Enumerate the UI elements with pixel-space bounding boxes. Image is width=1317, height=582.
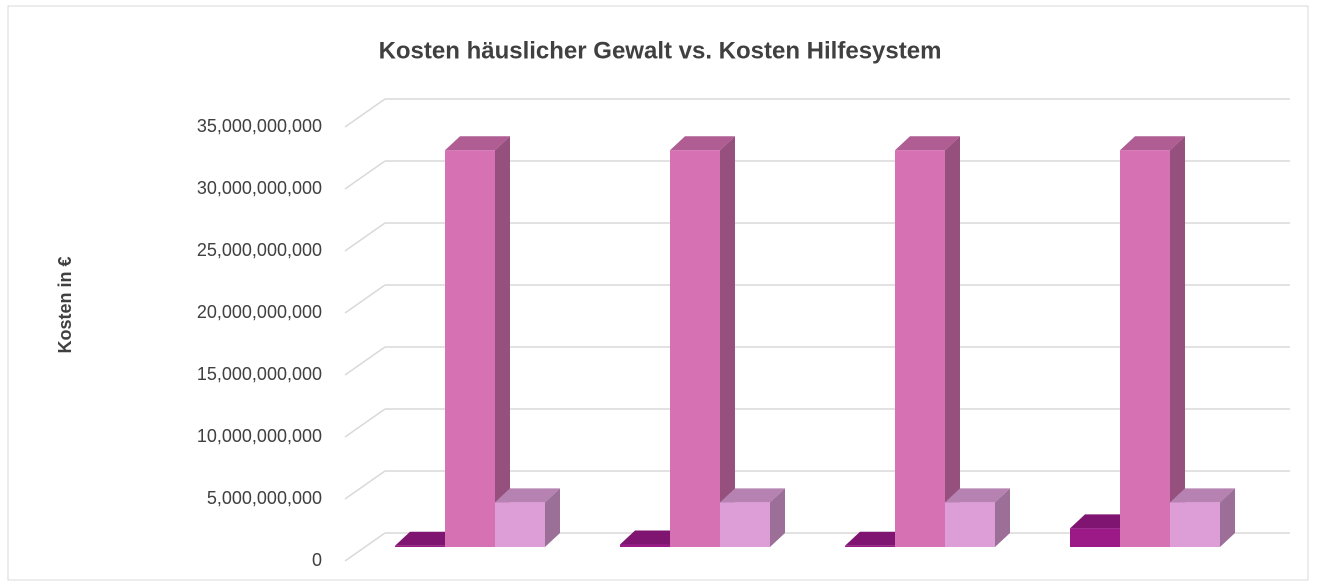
y-tick-label: 20,000,000,000 (197, 302, 322, 322)
chart-title: Kosten häuslicher Gewalt vs. Kosten Hilf… (379, 37, 942, 64)
bar-front (670, 150, 720, 547)
y-axis-label: Kosten in € (55, 256, 75, 353)
bar-side (495, 136, 510, 547)
bar-top (670, 136, 735, 151)
grid-line (344, 408, 386, 438)
grid-line (344, 160, 386, 190)
bar-side (545, 488, 560, 547)
grid-line (344, 98, 386, 128)
bar (1120, 136, 1185, 547)
bar (720, 488, 785, 547)
bar (445, 136, 510, 547)
bar-top (445, 136, 510, 151)
grid-line (344, 346, 386, 376)
bar (1170, 488, 1235, 547)
bar-front (1120, 150, 1170, 547)
y-tick-label: 10,000,000,000 (197, 426, 322, 446)
bar-top (1120, 136, 1185, 151)
bar-top (945, 488, 1010, 503)
bar (670, 136, 735, 547)
bar-front (620, 544, 670, 547)
bar-front (720, 502, 770, 547)
bar (945, 488, 1010, 547)
bar (895, 136, 960, 547)
bar-front (1170, 502, 1220, 547)
bar-top (1170, 488, 1235, 503)
bar-top (1070, 514, 1135, 529)
grid-line (344, 284, 386, 314)
bar-top (895, 136, 960, 151)
bar-top (845, 531, 910, 546)
bar (495, 488, 560, 547)
bar-front (895, 150, 945, 547)
grid-line (344, 222, 386, 252)
bar-front (1070, 528, 1120, 547)
bar-front (395, 545, 445, 547)
grid-line (344, 532, 386, 562)
bar-front (845, 545, 895, 547)
bar-side (1220, 488, 1235, 547)
bar-top (395, 531, 460, 546)
y-tick-label: 5,000,000,000 (207, 488, 322, 508)
bar-side (945, 136, 960, 547)
bar-top (495, 488, 560, 503)
chart-border (7, 5, 1309, 581)
bar-top (620, 530, 685, 545)
bar-side (770, 488, 785, 547)
bar-front (495, 502, 545, 547)
bar-top (720, 488, 785, 503)
y-tick-label: 35,000,000,000 (197, 116, 322, 136)
bar-side (720, 136, 735, 547)
bar-front (445, 150, 495, 547)
grid-line (344, 470, 386, 500)
bar-side (995, 488, 1010, 547)
y-tick-label: 25,000,000,000 (197, 240, 322, 260)
y-tick-label: 0 (312, 550, 322, 570)
bar-front (945, 502, 995, 547)
bar-side (1170, 136, 1185, 547)
y-tick-label: 15,000,000,000 (197, 364, 322, 384)
y-tick-label: 30,000,000,000 (197, 178, 322, 198)
